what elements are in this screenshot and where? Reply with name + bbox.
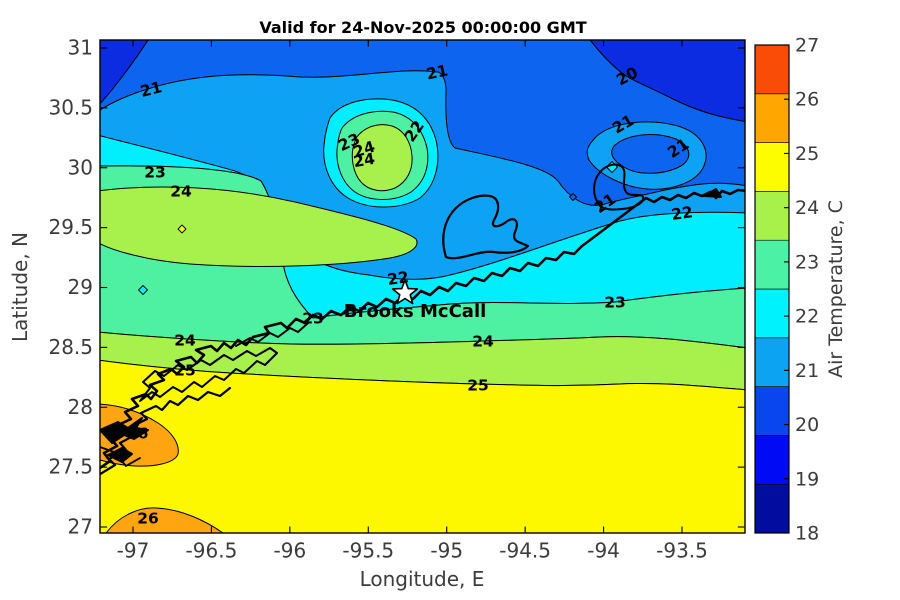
coastline-marsh-southwest-1 <box>100 417 149 444</box>
x-tick-label: -96.5 <box>186 539 238 563</box>
axis-tick-labels: -97 -96.5 -96 -95.5 -95 -94.5 -94 -93.5 31 30.5 30… <box>48 36 707 563</box>
colorbar-band <box>754 239 790 290</box>
contour-island-diamond <box>569 193 577 201</box>
colorbar-band <box>754 288 790 339</box>
x-tick-label: -94 <box>587 539 620 563</box>
map-feature-diamonds <box>138 161 618 295</box>
colorbar-band <box>754 337 790 387</box>
y-tick-label: 27.5 <box>48 455 93 479</box>
ship-name-label: Brooks McCall <box>344 301 487 322</box>
coastline <box>100 163 745 476</box>
region-lt20-northwest <box>100 40 149 105</box>
x-tick-label: -97 <box>117 539 150 563</box>
contour-label: 21 <box>425 61 450 83</box>
region-gt26-bottom <box>105 507 224 533</box>
colorbar-tick-label: 18 <box>795 522 819 544</box>
region-lt20-northeast <box>589 40 745 122</box>
blob-20-21-east <box>611 134 690 174</box>
colorbar-tick-label: 19 <box>795 468 819 490</box>
ship-star-marker <box>391 279 419 305</box>
y-tick-label: 31 <box>68 36 93 60</box>
y-tick-label: 29 <box>68 275 93 299</box>
x-axis-label: Longitude, E <box>360 567 485 591</box>
x-tick-label: -95 <box>430 539 463 563</box>
colorbar-band <box>754 44 790 95</box>
coastline-bay-west <box>235 322 309 347</box>
blob-24-25-west <box>100 186 418 267</box>
contour-label: 25 <box>467 377 489 395</box>
contour-island-diamond <box>177 224 187 234</box>
colorbar-band <box>754 93 790 143</box>
axis-ticks <box>100 40 745 533</box>
contour-label: 23 <box>144 164 166 182</box>
colorbar-frame <box>754 44 790 534</box>
plot-title: Valid for 24-Nov-2025 00:00:00 GMT <box>259 18 586 37</box>
colorbar-tick-label: 26 <box>795 89 819 111</box>
colorbar-band <box>754 142 790 192</box>
coastline-main <box>100 188 745 470</box>
y-axis-label: Latitude, N <box>8 232 32 342</box>
colorbar-tick-label: 23 <box>795 251 819 273</box>
peak-contour-24 <box>351 124 413 192</box>
colorbar-tick-label: 25 <box>795 143 819 165</box>
contour-label: 23 <box>604 294 626 312</box>
colorbar-tick-label: 20 <box>795 414 819 436</box>
region-25-26-south <box>100 359 745 533</box>
contour-label: 24 <box>352 150 377 172</box>
colorbar-band <box>754 386 790 436</box>
plot-frame <box>99 39 746 534</box>
coastline-sabine-lake <box>593 163 645 211</box>
contour-label: 24 <box>351 138 377 162</box>
colorbar-band <box>754 191 790 241</box>
colorbar-tick-label: 27 <box>795 35 819 57</box>
contour-island-diamond <box>138 285 148 295</box>
contour-label: 26 <box>137 510 159 528</box>
x-tick-label: -93.5 <box>656 539 708 563</box>
contour-label: 21 <box>138 78 163 101</box>
y-tick-label: 29.5 <box>48 215 93 239</box>
colorbar: 27 26 25 24 23 22 21 20 19 18 <box>754 35 819 544</box>
y-tick-label: 28 <box>68 395 93 419</box>
colorbar-label: Air Temperature, C <box>825 200 847 378</box>
coastline-marsh-southwest-2 <box>107 447 133 463</box>
contour-label: 24 <box>472 333 494 351</box>
coastline-galveston-bay <box>442 194 530 260</box>
contour-label: 24 <box>174 332 196 350</box>
colorbar-tick-label: 21 <box>795 360 819 382</box>
y-tick-label: 28.5 <box>48 335 93 359</box>
colorbar-band <box>754 483 790 534</box>
coastline-lagoon-matagorda <box>139 347 278 402</box>
colorbar-tick-label: 24 <box>795 197 819 219</box>
contour-label: 22 <box>670 203 694 224</box>
y-tick-label: 30 <box>68 155 93 179</box>
y-tick-label: 30.5 <box>48 95 93 119</box>
contour-label: 24 <box>170 183 192 201</box>
x-tick-label: -94.5 <box>499 539 551 563</box>
x-tick-label: -96 <box>274 539 307 563</box>
colorbar-tick-label: 22 <box>795 306 819 328</box>
y-tick-label: 27 <box>68 515 93 539</box>
coastline-spit-east <box>703 188 722 198</box>
colorbar-band <box>754 435 790 485</box>
coastline-marsh-southwest-3 <box>100 446 141 467</box>
x-tick-label: -95.5 <box>342 539 394 563</box>
